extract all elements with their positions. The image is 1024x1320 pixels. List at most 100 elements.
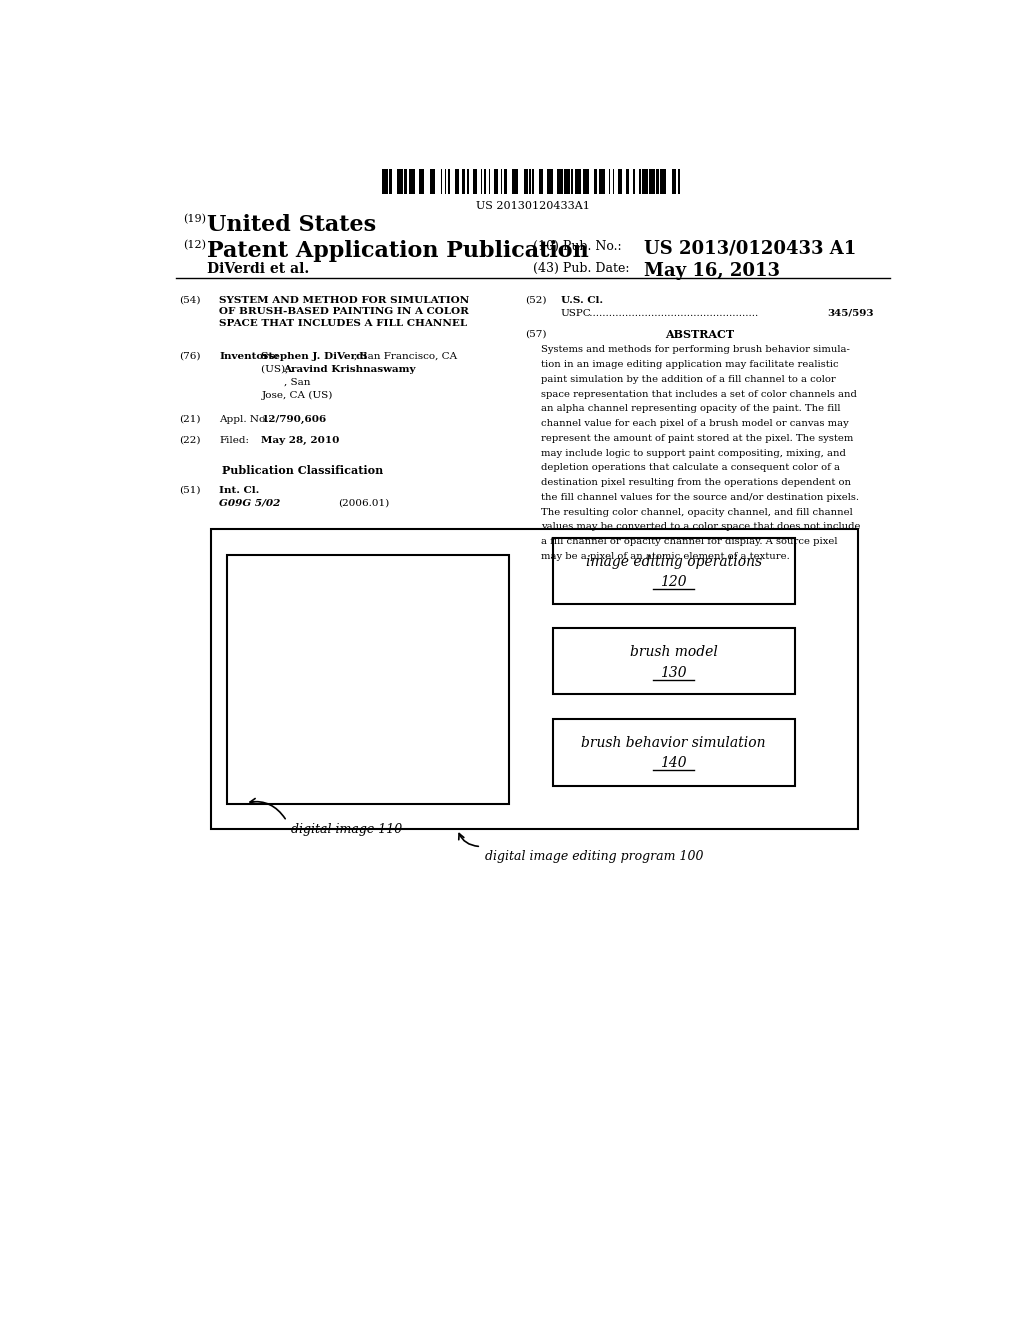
Bar bbox=[642, 169, 648, 194]
Text: (22): (22) bbox=[179, 436, 201, 445]
Text: may be a pixel of an atomic element of a texture.: may be a pixel of an atomic element of a… bbox=[541, 552, 790, 561]
Text: destination pixel resulting from the operations dependent on: destination pixel resulting from the ope… bbox=[541, 478, 851, 487]
Text: Inventors:: Inventors: bbox=[219, 351, 279, 360]
Text: (21): (21) bbox=[179, 414, 201, 424]
Bar bbox=[523, 169, 527, 194]
Text: (54): (54) bbox=[179, 296, 201, 305]
Text: image editing operations: image editing operations bbox=[586, 554, 762, 569]
Bar bbox=[656, 169, 658, 194]
Text: (52): (52) bbox=[524, 296, 546, 305]
Bar bbox=[532, 169, 534, 194]
Bar bbox=[430, 169, 435, 194]
Text: (10) Pub. No.:: (10) Pub. No.: bbox=[532, 240, 622, 252]
Text: an alpha channel representing opacity of the paint. The fill: an alpha channel representing opacity of… bbox=[541, 404, 840, 413]
Text: May 16, 2013: May 16, 2013 bbox=[644, 263, 780, 280]
Text: (51): (51) bbox=[179, 486, 201, 495]
Bar bbox=[480, 169, 482, 194]
Text: 140: 140 bbox=[660, 756, 687, 770]
Bar bbox=[495, 169, 498, 194]
Bar bbox=[639, 169, 641, 194]
Bar bbox=[488, 169, 490, 194]
Bar bbox=[649, 169, 655, 194]
Bar bbox=[575, 169, 581, 194]
Bar bbox=[441, 169, 442, 194]
Text: , San: , San bbox=[284, 378, 310, 387]
Bar bbox=[512, 169, 518, 194]
Bar bbox=[483, 169, 486, 194]
Bar bbox=[660, 169, 666, 194]
Bar bbox=[633, 169, 635, 194]
Bar bbox=[594, 169, 597, 194]
Text: brush model: brush model bbox=[630, 645, 718, 660]
Text: DiVerdi et al.: DiVerdi et al. bbox=[207, 263, 309, 276]
Bar bbox=[389, 169, 391, 194]
Bar bbox=[501, 169, 502, 194]
Text: 345/593: 345/593 bbox=[827, 309, 873, 318]
Text: (43) Pub. Date:: (43) Pub. Date: bbox=[532, 263, 629, 275]
Text: Filed:: Filed: bbox=[219, 436, 249, 445]
Text: Jose, CA (US): Jose, CA (US) bbox=[261, 391, 333, 400]
Text: Appl. No.:: Appl. No.: bbox=[219, 414, 272, 424]
Text: channel value for each pixel of a brush model or canvas may: channel value for each pixel of a brush … bbox=[541, 420, 849, 428]
Bar bbox=[467, 169, 469, 194]
Text: (12): (12) bbox=[183, 240, 207, 249]
Text: the fill channel values for the source and/or destination pixels.: the fill channel values for the source a… bbox=[541, 492, 859, 502]
Bar bbox=[548, 169, 553, 194]
Text: Patent Application Publication: Patent Application Publication bbox=[207, 240, 589, 261]
Text: Systems and methods for performing brush behavior simula-: Systems and methods for performing brush… bbox=[541, 346, 850, 354]
Text: May 28, 2010: May 28, 2010 bbox=[261, 436, 340, 445]
Text: values may be converted to a color space that does not include: values may be converted to a color space… bbox=[541, 523, 860, 531]
Bar bbox=[473, 169, 476, 194]
Text: U.S. Cl.: U.S. Cl. bbox=[560, 296, 603, 305]
FancyBboxPatch shape bbox=[211, 529, 858, 829]
Text: Int. Cl.: Int. Cl. bbox=[219, 486, 260, 495]
FancyBboxPatch shape bbox=[553, 719, 795, 785]
Bar bbox=[409, 169, 415, 194]
Text: USPC: USPC bbox=[560, 309, 591, 318]
Bar bbox=[612, 169, 614, 194]
Bar bbox=[397, 169, 402, 194]
Bar bbox=[584, 169, 589, 194]
Text: (19): (19) bbox=[183, 214, 207, 224]
Text: represent the amount of paint stored at the pixel. The system: represent the amount of paint stored at … bbox=[541, 434, 853, 442]
Text: (US);: (US); bbox=[261, 364, 292, 374]
Bar bbox=[382, 169, 387, 194]
Text: 12/790,606: 12/790,606 bbox=[261, 414, 327, 424]
Text: , San Francisco, CA: , San Francisco, CA bbox=[354, 351, 458, 360]
Bar bbox=[447, 169, 450, 194]
Text: space representation that includes a set of color channels and: space representation that includes a set… bbox=[541, 389, 856, 399]
Bar bbox=[444, 169, 446, 194]
Bar bbox=[419, 169, 424, 194]
Text: (57): (57) bbox=[524, 329, 546, 338]
Text: depletion operations that calculate a consequent color of a: depletion operations that calculate a co… bbox=[541, 463, 840, 473]
Text: paint simulation by the addition of a fill channel to a color: paint simulation by the addition of a fi… bbox=[541, 375, 836, 384]
Bar bbox=[678, 169, 680, 194]
Text: digital image 110: digital image 110 bbox=[291, 824, 402, 836]
Bar bbox=[404, 169, 407, 194]
Text: digital image editing program 100: digital image editing program 100 bbox=[485, 850, 703, 862]
Bar bbox=[505, 169, 507, 194]
Bar bbox=[557, 169, 562, 194]
Bar bbox=[529, 169, 530, 194]
Text: may include logic to support paint compositing, mixing, and: may include logic to support paint compo… bbox=[541, 449, 846, 458]
Text: US 20130120433A1: US 20130120433A1 bbox=[476, 201, 590, 211]
Text: Stephen J. DiVerdi: Stephen J. DiVerdi bbox=[261, 351, 368, 360]
Text: US 2013/0120433 A1: US 2013/0120433 A1 bbox=[644, 240, 856, 257]
Text: SYSTEM AND METHOD FOR SIMULATION
OF BRUSH-BASED PAINTING IN A COLOR
SPACE THAT I: SYSTEM AND METHOD FOR SIMULATION OF BRUS… bbox=[219, 296, 470, 329]
Text: tion in an image editing application may facilitate realistic: tion in an image editing application may… bbox=[541, 360, 839, 370]
Text: United States: United States bbox=[207, 214, 377, 236]
Bar bbox=[608, 169, 610, 194]
Text: The resulting color channel, opacity channel, and fill channel: The resulting color channel, opacity cha… bbox=[541, 507, 852, 516]
Bar bbox=[627, 169, 629, 194]
Bar bbox=[540, 169, 544, 194]
Text: G09G 5/02: G09G 5/02 bbox=[219, 499, 281, 508]
Bar bbox=[599, 169, 605, 194]
Text: Aravind Krishnaswamy: Aravind Krishnaswamy bbox=[284, 364, 416, 374]
Bar bbox=[618, 169, 623, 194]
Text: brush behavior simulation: brush behavior simulation bbox=[582, 735, 766, 750]
Bar bbox=[455, 169, 459, 194]
Text: a fill channel or opacity channel for display. A source pixel: a fill channel or opacity channel for di… bbox=[541, 537, 838, 546]
Bar bbox=[571, 169, 572, 194]
Text: (2006.01): (2006.01) bbox=[338, 499, 389, 508]
Bar bbox=[672, 169, 676, 194]
